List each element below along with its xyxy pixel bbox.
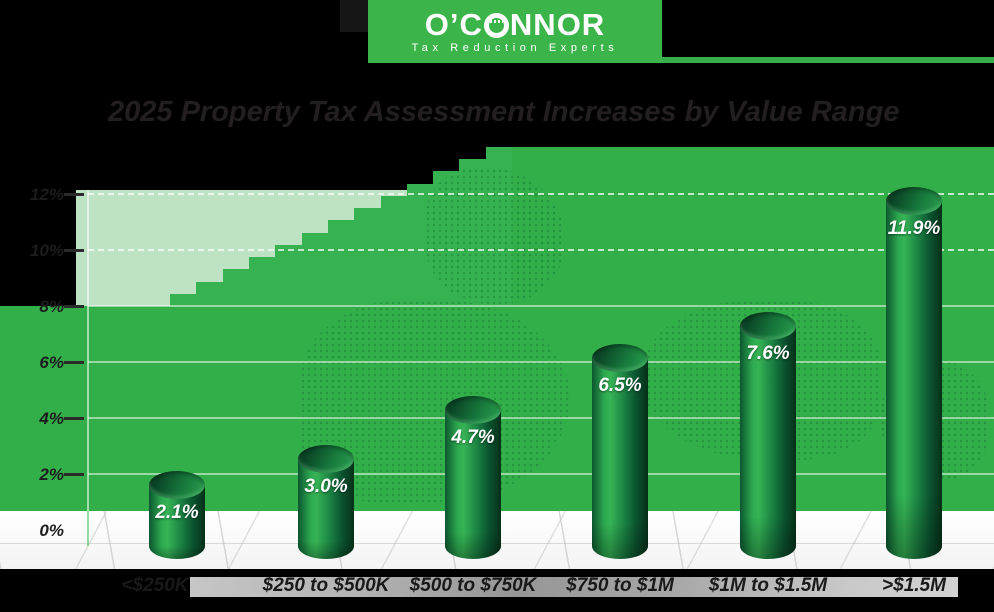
bar-cylinder-4 bbox=[740, 325, 796, 559]
x-axis-label-0: <$250K bbox=[121, 575, 189, 596]
bar-value-label-5: 11.9% bbox=[887, 217, 941, 239]
bar-cylinder-top-3 bbox=[592, 343, 648, 372]
bar-cylinder-top-0 bbox=[149, 471, 205, 500]
bar-cylinder-1 bbox=[298, 459, 354, 559]
y-axis-label-4: 4% bbox=[39, 409, 64, 428]
header-shadow-block bbox=[340, 0, 370, 32]
oconnor-logo: O’C NNOR bbox=[425, 9, 605, 40]
bar-cylinder-top-5 bbox=[886, 186, 942, 215]
gridline-8 bbox=[88, 305, 994, 307]
y-axis-tick-6 bbox=[64, 361, 84, 364]
header-green-strip bbox=[368, 57, 994, 63]
logo-building-o-icon bbox=[483, 13, 509, 38]
bar-value-label-1: 3.0% bbox=[304, 476, 348, 497]
y-axis-label-6: 6% bbox=[39, 353, 64, 372]
bar-value-label-4: 7.6% bbox=[746, 342, 790, 364]
x-axis-label-4: $1M to $1.5M bbox=[708, 575, 828, 596]
y-axis-tick-10 bbox=[64, 249, 84, 252]
y-axis-tick-4 bbox=[64, 417, 84, 420]
y-axis-tick-2 bbox=[64, 473, 84, 476]
bar-cylinder-2 bbox=[445, 409, 501, 559]
bar-value-label-2: 4.7% bbox=[451, 426, 495, 448]
logo-text-right: NNOR bbox=[509, 7, 606, 42]
gridline-10 bbox=[88, 249, 994, 251]
x-axis-label-3: $750 to $1M bbox=[566, 575, 674, 596]
bar-cylinder-top-1 bbox=[298, 445, 354, 473]
y-axis-label-8: 8% bbox=[39, 297, 64, 316]
bar-value-label-0: 2.1% bbox=[155, 502, 199, 524]
bar-cylinder-3 bbox=[592, 357, 648, 559]
bar-cylinder-5 bbox=[886, 200, 942, 559]
y-axis-line bbox=[87, 190, 89, 511]
gridline-12 bbox=[88, 193, 994, 195]
y-axis-tick-8 bbox=[64, 305, 84, 308]
x-axis-label-1: $250 to $500K bbox=[262, 575, 390, 596]
gridline-6 bbox=[88, 361, 994, 363]
logo-text-left: O’C bbox=[424, 7, 483, 42]
gridline-2 bbox=[88, 473, 994, 475]
halftone-texture bbox=[425, 168, 565, 304]
y-axis-label-10: 10% bbox=[29, 241, 64, 260]
y-axis-line-floor bbox=[87, 511, 89, 546]
bar-cylinder-top-2 bbox=[445, 395, 501, 424]
gridline-4 bbox=[88, 417, 994, 419]
x-axis-label-5: >$1.5M bbox=[882, 575, 946, 596]
y-axis-label-12: 12% bbox=[29, 185, 64, 204]
y-axis-tick-12 bbox=[64, 193, 84, 196]
oconnor-logo-banner: O’C NNOR Tax Reduction Experts bbox=[368, 0, 662, 63]
x-axis-label-2: $500 to $750K bbox=[409, 575, 537, 596]
x-axis-strip bbox=[190, 577, 958, 597]
logo-tagline: Tax Reduction Experts bbox=[411, 42, 619, 54]
chart-title: 2025 Property Tax Assessment Increases b… bbox=[108, 96, 900, 128]
y-axis-label-0: 0% bbox=[39, 521, 64, 540]
bar-cylinder-top-4 bbox=[740, 311, 796, 340]
y-axis-label-2: 2% bbox=[39, 465, 64, 484]
bar-value-label-3: 6.5% bbox=[598, 374, 642, 396]
